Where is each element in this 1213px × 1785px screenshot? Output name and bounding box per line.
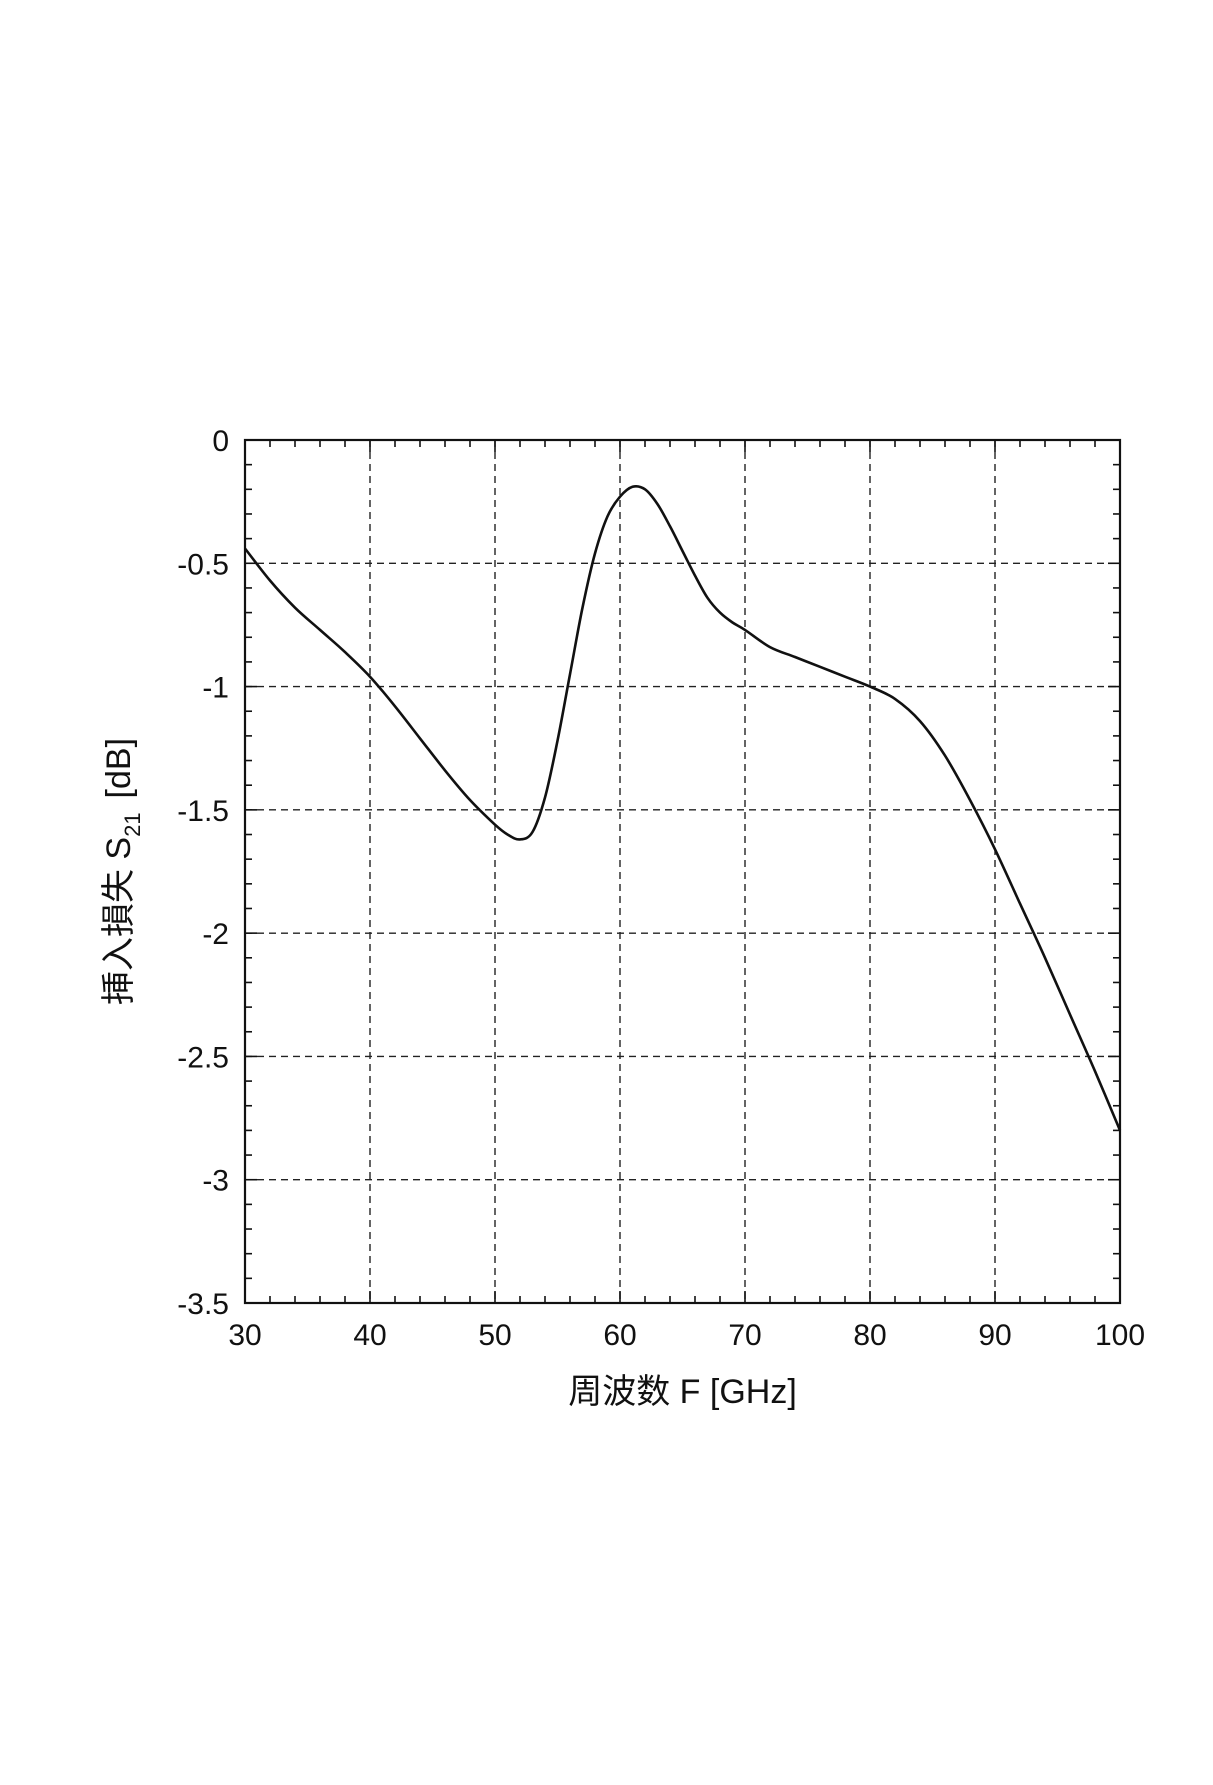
x-tick-label-50: 50	[478, 1319, 511, 1352]
x-tick-label-100: 100	[1095, 1319, 1145, 1352]
y-axis-label-main: 挿入損失 S	[100, 837, 138, 1005]
grid-lines	[245, 440, 1120, 1303]
y-tick-label--1_5: -1.5	[177, 795, 229, 828]
y-tick-label--2_5: -2.5	[177, 1041, 229, 1074]
x-tick-label-80: 80	[853, 1319, 886, 1352]
y-tick-labels: 0 -0.5 -1 -1.5 -2 -2.5 -3 -3.5	[177, 425, 229, 1321]
y-axis-label-unit: [dB]	[100, 738, 138, 798]
svg-text:挿入損失 S21[dB]: 挿入損失 S21 [dB]	[100, 738, 145, 1005]
x-axis-label: 周波数 F [GHz]	[568, 1373, 797, 1411]
plot-frame	[243, 438, 1122, 1305]
y-tick-label--1: -1	[202, 672, 229, 705]
x-tick-label-90: 90	[978, 1319, 1011, 1352]
y-tick-label--3: -3	[202, 1165, 229, 1198]
series-line-s21	[243, 484, 1122, 1131]
x-tick-label-30: 30	[228, 1319, 261, 1352]
x-tick-labels: 30 40 50 60 70 80 90 100	[228, 1319, 1145, 1352]
x-tick-label-70: 70	[728, 1319, 761, 1352]
y-tick-label-0: 0	[212, 425, 229, 458]
x-tick-label-40: 40	[353, 1319, 386, 1352]
y-tick-label--3_5: -3.5	[177, 1288, 229, 1321]
y-axis-label-subscript: 21	[120, 812, 145, 836]
y-tick-label--0_5: -0.5	[177, 548, 229, 581]
x-tick-label-60: 60	[603, 1319, 636, 1352]
y-tick-label--2: -2	[202, 918, 229, 951]
minor-ticks	[244, 439, 1121, 1304]
y-axis-label: 挿入損失 S21 [dB]	[100, 738, 145, 1005]
